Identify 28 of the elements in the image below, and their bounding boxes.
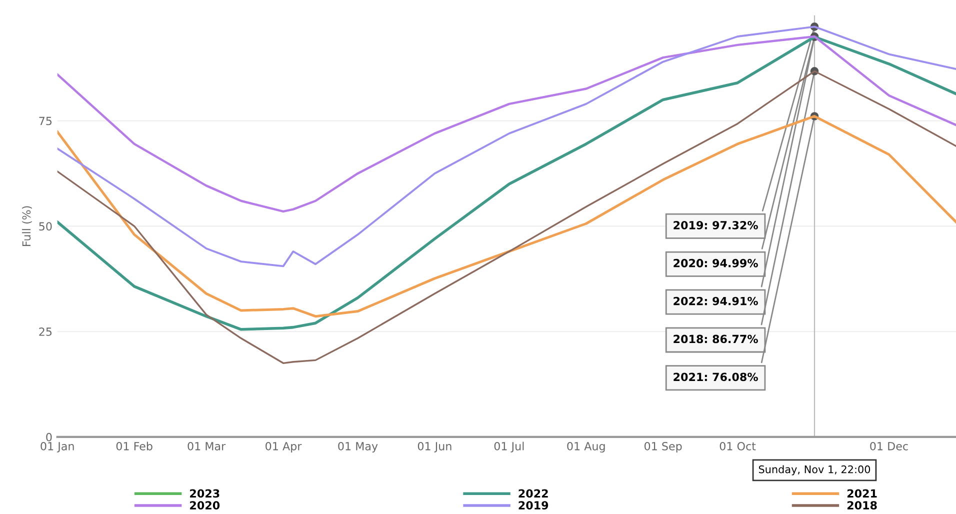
x-tick-label: 01 Apr <box>266 442 302 453</box>
x-tick-label: 01 Dec <box>870 442 908 450</box>
x-tick-label: 01 Jun <box>418 442 452 452</box>
y-tick-label: 0 <box>46 432 52 442</box>
y-tick-label: 25 <box>39 328 52 336</box>
annotation: 2020: 94.99% <box>674 258 758 268</box>
annotation: 2022: 94.91% <box>674 296 758 306</box>
annotation: 2018: 86.77% <box>674 334 758 344</box>
annotation: Sunday, Nov 1, 22:00 <box>758 465 870 476</box>
y-tick-label: 50 <box>39 222 52 231</box>
x-tick-label: 01 Oct <box>720 442 756 450</box>
legend-label: 2018 <box>847 501 877 510</box>
x-tick-label: 01 Jul <box>494 442 524 452</box>
annotation: 2019: 97.32% <box>674 220 758 230</box>
x-tick-label: 01 Jan <box>40 442 74 452</box>
x-tick-label: 01 Sep <box>644 442 682 453</box>
x-tick-label: 01 May <box>338 442 378 453</box>
legend-label: 2022 <box>518 489 548 498</box>
legend-label: 2020 <box>190 501 220 510</box>
x-tick-label: 01 Feb <box>116 442 152 450</box>
legend-label: 2019 <box>518 501 548 510</box>
x-tick-label: 01 Aug <box>567 442 605 453</box>
legend-label: 2023 <box>190 489 220 498</box>
annotation: 2021: 76.08% <box>674 372 758 382</box>
legend-label: 2021 <box>847 489 877 498</box>
x-tick-label: 01 Mar <box>188 442 226 450</box>
y-axis-title: Full (%) <box>22 206 32 246</box>
y-tick-label: 75 <box>39 116 52 126</box>
